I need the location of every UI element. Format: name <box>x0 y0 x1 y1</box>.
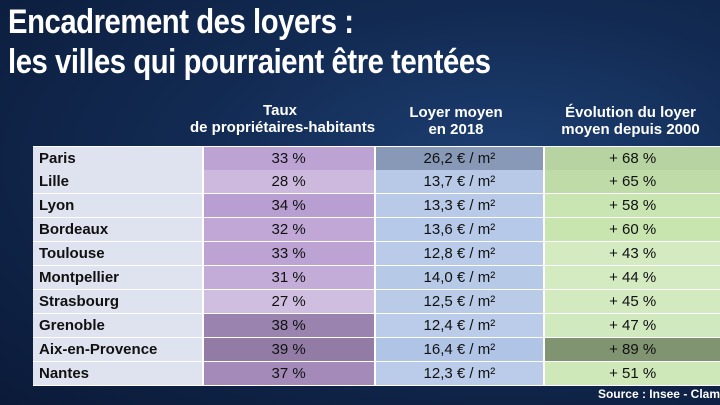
table-row: Toulouse 33 % 12,8 € / m² + 43 % <box>33 242 720 266</box>
header-rent-evolution: Évolution du loyer moyen depuis 2000 <box>541 104 720 138</box>
rent-evolution-cell: + 65 % <box>545 170 720 194</box>
owners-rate-cell: 31 % <box>203 266 376 290</box>
owners-rate-cell: 27 % <box>203 290 376 314</box>
table-row: Lille 28 % 13,7 € / m² + 65 % <box>33 170 720 194</box>
average-rent-cell: 12,8 € / m² <box>375 242 546 266</box>
rent-evolution-cell: + 45 % <box>545 290 720 314</box>
owners-rate-cell: 34 % <box>203 194 376 218</box>
city-cell: Montpellier <box>33 266 204 290</box>
average-rent-cell: 12,3 € / m² <box>375 362 546 386</box>
owners-rate-cell: 37 % <box>203 362 376 386</box>
header-owners-rate: Taux de propriétaires-habitants <box>190 102 376 136</box>
city-cell: Nantes <box>33 362 204 386</box>
header-average-rent: Loyer moyen en 2018 <box>372 104 540 138</box>
average-rent-cell: 12,4 € / m² <box>375 314 546 338</box>
header-rent-line-1: Loyer moyen <box>409 104 503 121</box>
average-rent-cell: 13,7 € / m² <box>375 170 546 194</box>
table-row: Lyon 34 % 13,3 € / m² + 58 % <box>33 194 720 218</box>
average-rent-cell: 16,4 € / m² <box>375 338 546 362</box>
table-row: Bordeaux 32 % 13,6 € / m² + 60 % <box>33 218 720 242</box>
average-rent-cell: 12,5 € / m² <box>375 290 546 314</box>
city-cell: Lyon <box>33 194 204 218</box>
header-owners-line-1: Taux <box>263 102 297 119</box>
table-row: Nantes 37 % 12,3 € / m² + 51 % <box>33 362 720 386</box>
rent-evolution-cell: + 68 % <box>545 146 720 171</box>
average-rent-cell: 13,6 € / m² <box>375 218 546 242</box>
average-rent-cell: 13,3 € / m² <box>375 194 546 218</box>
table-row: Montpellier 31 % 14,0 € / m² + 44 % <box>33 266 720 290</box>
owners-rate-cell: 38 % <box>203 314 376 338</box>
city-cell: Bordeaux <box>33 218 204 242</box>
header-owners-line-2: de propriétaires-habitants <box>190 119 376 136</box>
table-row: Paris 33 % 26,2 € / m² + 68 % <box>33 146 720 171</box>
table-row: Grenoble 38 % 12,4 € / m² + 47 % <box>33 314 720 338</box>
data-table: Paris 33 % 26,2 € / m² + 68 % Lille 28 % 13,7 … <box>33 146 720 386</box>
city-cell: Strasbourg <box>33 290 204 314</box>
rent-evolution-cell: + 60 % <box>545 218 720 242</box>
column-headers: Taux de propriétaires-habitants Loyer mo… <box>0 102 720 144</box>
title-line-2: les villes qui pourraient être tentées <box>8 43 491 81</box>
owners-rate-cell: 28 % <box>203 170 376 194</box>
rent-evolution-cell: + 44 % <box>545 266 720 290</box>
rent-evolution-cell: + 47 % <box>545 314 720 338</box>
table-row: Aix-en-Provence 39 % 16,4 € / m² + 89 % <box>33 338 720 362</box>
city-cell: Paris <box>33 146 204 171</box>
rent-evolution-cell: + 43 % <box>545 242 720 266</box>
owners-rate-cell: 33 % <box>203 242 376 266</box>
owners-rate-cell: 39 % <box>203 338 376 362</box>
owners-rate-cell: 32 % <box>203 218 376 242</box>
city-cell: Grenoble <box>33 314 204 338</box>
header-evolution-line-2: moyen depuis 2000 <box>561 121 700 138</box>
source-note: Source : Insee - Clam <box>597 387 720 401</box>
city-cell: Toulouse <box>33 242 204 266</box>
header-rent-line-2: en 2018 <box>428 121 484 138</box>
rent-evolution-cell: + 51 % <box>545 362 720 386</box>
city-cell: Aix-en-Provence <box>33 338 204 362</box>
city-cell: Lille <box>33 170 204 194</box>
table-row: Strasbourg 27 % 12,5 € / m² + 45 % <box>33 290 720 314</box>
title-line-1: Encadrement des loyers : <box>8 3 354 41</box>
owners-rate-cell: 33 % <box>203 146 376 171</box>
average-rent-cell: 26,2 € / m² <box>375 146 546 171</box>
rent-evolution-cell: + 89 % <box>545 338 720 362</box>
rent-evolution-cell: + 58 % <box>545 194 720 218</box>
header-evolution-line-1: Évolution du loyer <box>565 104 696 121</box>
chart-title: Encadrement des loyers : les villes qui … <box>8 2 491 82</box>
average-rent-cell: 14,0 € / m² <box>375 266 546 290</box>
